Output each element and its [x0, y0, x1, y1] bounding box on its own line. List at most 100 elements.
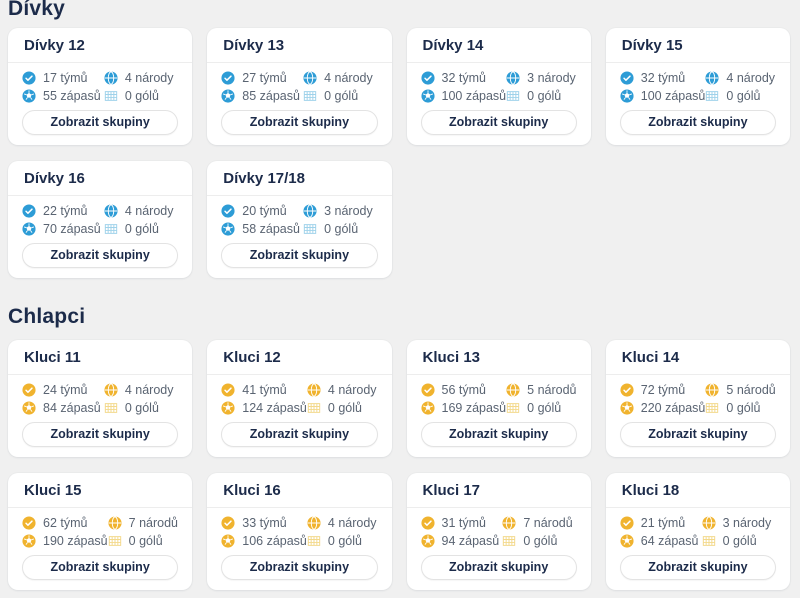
card-title: Dívky 15 [621, 37, 683, 54]
matches-count: 190 zápasů [43, 534, 108, 548]
goal-net-icon [307, 401, 321, 415]
goal-net-icon [104, 89, 118, 103]
show-groups-button[interactable]: Zobrazit skupiny [420, 555, 577, 580]
card-header: Dívky 17/18 [207, 161, 392, 196]
teams-stat: 24 týmů [22, 383, 104, 397]
nations-count: 3 národy [527, 71, 576, 85]
show-groups-button[interactable]: Zobrazit skupiny [22, 110, 179, 135]
goals-stat: 0 gólů [506, 401, 577, 415]
card-stats: 32 týmů 4 národy 100 zápasů [620, 71, 776, 103]
teams-stat: 41 týmů [221, 383, 307, 397]
badge-check-icon [221, 71, 235, 85]
boys-card-grid: Kluci 11 24 týmů 4 národy [8, 340, 790, 590]
card-stats: 17 týmů 4 národy 55 zápasů [22, 71, 178, 103]
teams-count: 27 týmů [242, 71, 287, 85]
matches-count: 169 zápasů [441, 401, 507, 415]
category-card: Kluci 11 24 týmů 4 národy [8, 340, 193, 457]
teams-stat: 20 týmů [221, 204, 303, 218]
teams-count: 32 týmů [640, 71, 686, 85]
show-groups-button[interactable]: Zobrazit skupiny [221, 110, 378, 135]
card-header: Kluci 11 [8, 340, 193, 375]
matches-count: 94 zápasů [441, 534, 500, 548]
card-title: Dívky 16 [24, 170, 85, 187]
teams-count: 72 týmů [640, 383, 686, 397]
teams-stat: 21 týmů [620, 516, 702, 530]
show-groups-button[interactable]: Zobrazit skupiny [420, 422, 577, 447]
card-body: 27 týmů 4 národy 85 zápasů [207, 63, 391, 145]
goals-stat: 0 gólů [705, 89, 776, 103]
globe-icon [506, 71, 520, 85]
card-title: Kluci 16 [223, 482, 281, 499]
nations-stat: 4 národy [705, 71, 776, 85]
show-groups-button[interactable]: Zobrazit skupiny [22, 243, 179, 268]
globe-icon [303, 71, 317, 85]
card-stats: 27 týmů 4 národy 85 zápasů [221, 71, 377, 103]
matches-stat: 70 zápasů [22, 222, 104, 236]
soccer-ball-icon [420, 401, 435, 415]
nations-count: 4 národy [324, 71, 373, 85]
card-header: Kluci 12 [207, 340, 392, 375]
show-groups-button[interactable]: Zobrazit skupiny [221, 422, 378, 447]
card-body: 22 týmů 4 národy 70 zápasů [8, 196, 192, 278]
nations-count: 4 národy [124, 204, 174, 218]
badge-check-icon [221, 204, 235, 218]
soccer-ball-icon [22, 401, 36, 415]
card-header: Kluci 14 [605, 340, 790, 375]
card-title: Dívky 12 [24, 37, 85, 54]
nations-stat: 3 národy [702, 516, 776, 530]
card-title: Dívky 13 [223, 37, 285, 54]
card-title: Dívky 17/18 [223, 170, 305, 187]
badge-check-icon [22, 204, 36, 218]
soccer-ball-icon [620, 401, 634, 415]
card-body: 24 týmů 4 národy 84 zápasů [8, 375, 192, 457]
matches-count: 58 zápasů [242, 222, 300, 236]
nations-count: 4 národy [124, 383, 174, 397]
show-groups-button[interactable]: Zobrazit skupiny [221, 243, 378, 268]
soccer-ball-icon [620, 89, 634, 103]
globe-icon [502, 516, 516, 530]
category-card: Dívky 15 32 týmů 4 národy [605, 28, 790, 145]
teams-count: 62 týmů [43, 516, 88, 530]
card-title: Kluci 18 [621, 482, 680, 499]
matches-count: 100 zápasů [640, 89, 706, 103]
show-groups-button[interactable]: Zobrazit skupiny [420, 110, 577, 135]
show-groups-button[interactable]: Zobrazit skupiny [619, 555, 776, 580]
card-header: Kluci 18 [605, 473, 790, 508]
show-groups-button[interactable]: Zobrazit skupiny [22, 422, 179, 447]
card-title: Kluci 17 [422, 482, 481, 499]
card-stats: 41 týmů 4 národy 124 zápasů [221, 383, 377, 415]
nations-stat: 7 národů [502, 516, 576, 530]
show-groups-button[interactable]: Zobrazit skupiny [22, 555, 179, 580]
card-title: Kluci 14 [621, 349, 680, 366]
category-card: Kluci 18 21 týmů 3 národy [605, 473, 790, 590]
goals-count: 0 gólů [324, 89, 359, 103]
soccer-ball-icon [221, 401, 235, 415]
card-title: Kluci 11 [24, 349, 81, 366]
goals-stat: 0 gólů [104, 222, 178, 236]
show-groups-button[interactable]: Zobrazit skupiny [619, 422, 776, 447]
teams-count: 32 týmů [441, 71, 486, 85]
matches-count: 100 zápasů [441, 89, 507, 103]
show-groups-button[interactable]: Zobrazit skupiny [619, 110, 776, 135]
show-groups-button[interactable]: Zobrazit skupiny [221, 555, 378, 580]
goals-stat: 0 gólů [303, 222, 377, 236]
card-title: Kluci 12 [223, 349, 281, 366]
card-body: 32 týmů 3 národy 100 zápasů [407, 63, 591, 145]
goal-net-icon [307, 534, 321, 548]
nations-count: 4 národy [327, 516, 377, 530]
globe-icon [705, 383, 719, 397]
card-title: Kluci 13 [422, 349, 481, 366]
badge-check-icon [420, 383, 435, 397]
goals-stat: 0 gólů [702, 534, 776, 548]
matches-stat: 94 zápasů [420, 534, 503, 548]
matches-stat: 100 zápasů [620, 89, 706, 103]
card-title: Kluci 15 [24, 482, 82, 499]
nations-count: 4 národy [124, 71, 174, 85]
category-card: Dívky 13 27 týmů 4 národy [207, 28, 392, 145]
globe-icon [104, 383, 118, 397]
goal-net-icon [104, 222, 118, 236]
section-title-girls: Dívky [8, 0, 66, 20]
card-stats: 24 týmů 4 národy 84 zápasů [22, 383, 178, 415]
matches-count: 124 zápasů [242, 401, 307, 415]
matches-count: 106 zápasů [242, 534, 307, 548]
